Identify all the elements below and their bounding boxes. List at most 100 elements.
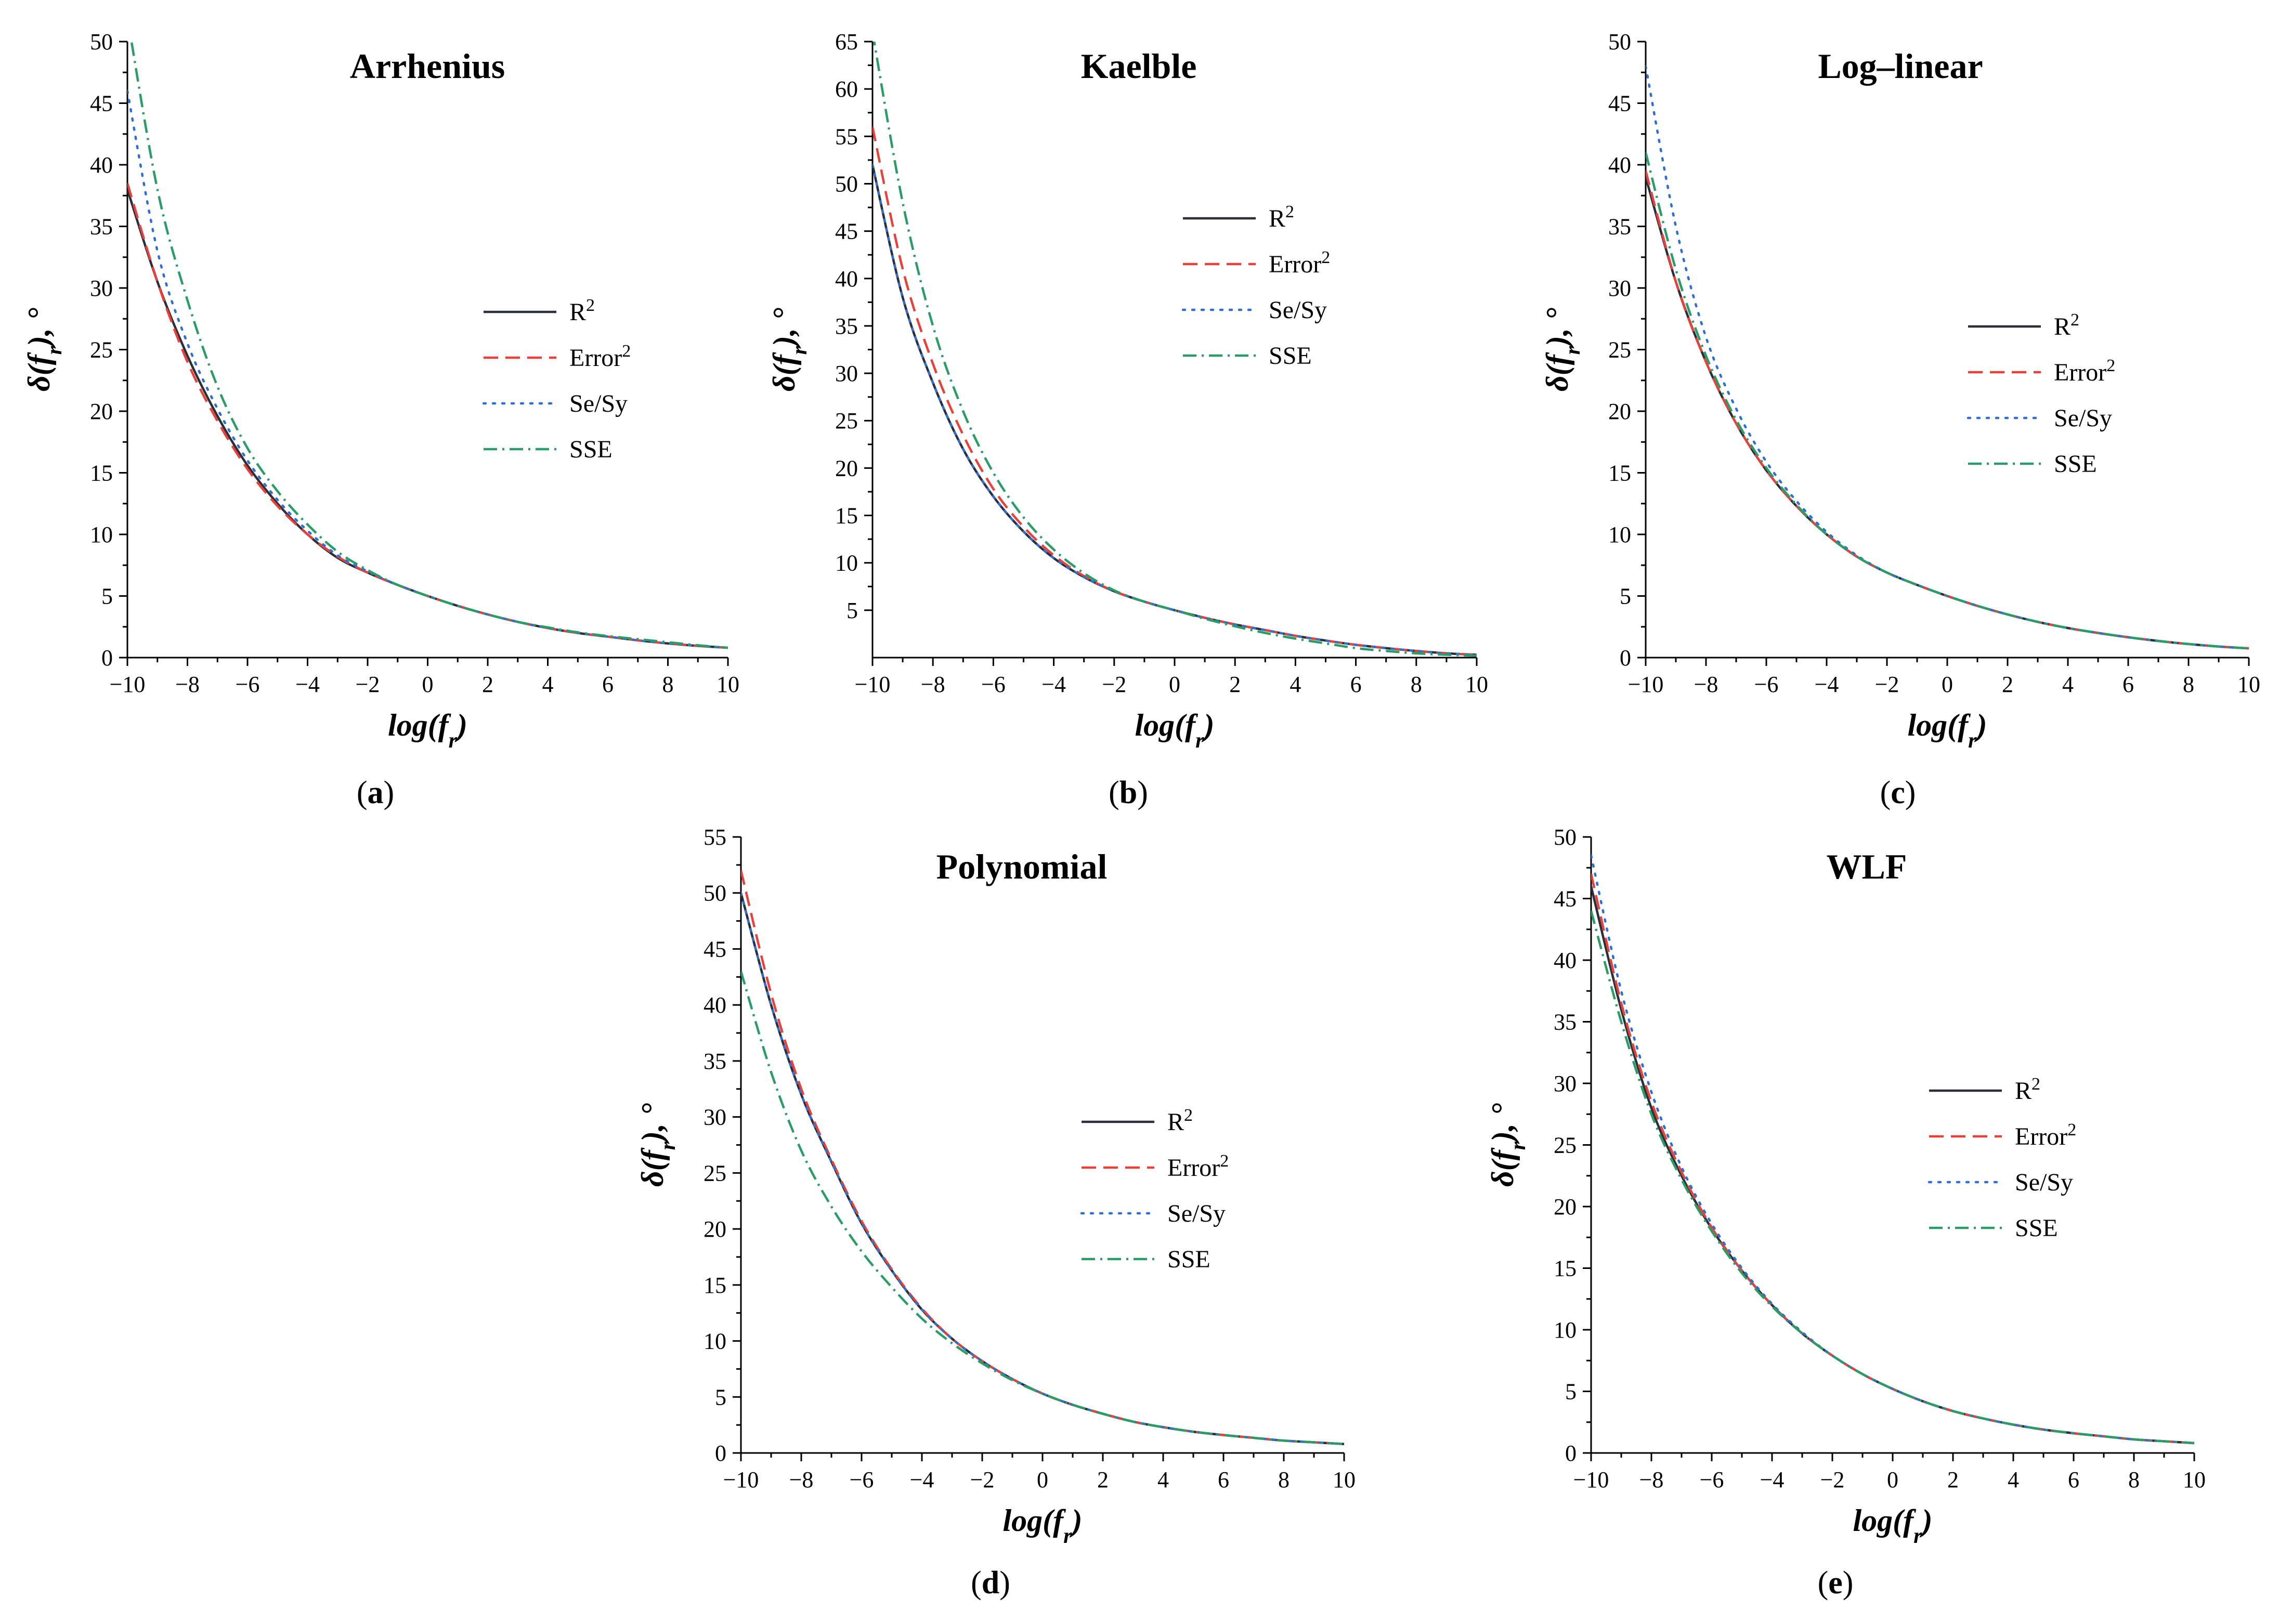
- y-tick-label: 20: [835, 455, 858, 481]
- y-tick-label: 45: [1554, 886, 1577, 912]
- y-axis-title: δ(fr), °: [1540, 308, 1585, 391]
- y-tick-label: 5: [101, 584, 113, 609]
- x-tick-label: 8: [1411, 672, 1422, 697]
- x-tick-label: 8: [2128, 1467, 2140, 1492]
- chart-panel-c: −10 −8 −6 −4 −2 0 2 4 6 8 10 0 5 10 15 20 25 30 35 40 45 50 Lo…: [1540, 29, 2260, 810]
- chart-panel-d: −10 −8 −6 −4 −2 0 2 4 6 8 10 0 5 10 15 20 25 30 35 40 45 50 55…: [635, 824, 1356, 1601]
- y-tick-label: 50: [1554, 824, 1577, 850]
- y-tick-label: 25: [835, 408, 858, 434]
- legend-label-sse: SSE: [569, 436, 613, 463]
- x-tick-label: 8: [662, 672, 674, 697]
- y-tick-label: 10: [1554, 1317, 1577, 1343]
- y-tick-label: 45: [90, 91, 113, 116]
- y-tick-label: 0: [101, 645, 113, 671]
- series-line-sesy: [872, 163, 1477, 656]
- y-tick-label: 10: [1608, 522, 1631, 547]
- x-tick-label: 6: [2068, 1467, 2079, 1492]
- y-tick-label: 10: [835, 551, 858, 576]
- series-line-sse: [130, 42, 728, 649]
- y-tick-label: 15: [1608, 461, 1631, 486]
- x-tick-label: 2: [1097, 1467, 1109, 1492]
- x-tick-label: −2: [1820, 1467, 1845, 1492]
- x-tick-label: 4: [2062, 672, 2074, 697]
- x-tick-label: −2: [970, 1467, 995, 1492]
- legend-label-error2: Error2: [1167, 1151, 1229, 1182]
- legend-label-error2: Error2: [2015, 1120, 2076, 1151]
- x-tick-label: −10: [855, 672, 891, 697]
- x-tick-label: −2: [356, 672, 380, 697]
- y-tick-label: 35: [704, 1049, 726, 1074]
- legend: R2 Error2 Se/Sy SSE: [1080, 1106, 1229, 1273]
- x-tick-label: 2: [482, 672, 493, 697]
- x-tick-label: 0: [1887, 1467, 1898, 1492]
- legend: R2 Error2 Se/Sy SSE: [1928, 1075, 2076, 1242]
- y-tick-label: 15: [1554, 1256, 1577, 1281]
- y-tick-label: 30: [835, 361, 858, 386]
- legend-label-sesy: Se/Sy: [1269, 296, 1327, 324]
- x-tick-label: −4: [910, 1467, 934, 1492]
- series-line-error2: [741, 870, 1344, 1446]
- series-line-sse: [872, 42, 1477, 657]
- y-tick-label: 40: [90, 152, 113, 178]
- series-line-sesy: [1646, 65, 2249, 650]
- x-tick-label: −2: [1875, 672, 1899, 697]
- x-axis-title: log(fr): [1908, 708, 1987, 753]
- plot-area: [1591, 854, 2194, 1445]
- chart-title: Kaelble: [1081, 46, 1197, 86]
- y-tick-label: 35: [835, 313, 858, 339]
- y-tick-label: 10: [90, 522, 113, 547]
- x-axis-title: log(fr): [1135, 708, 1215, 753]
- y-tick-label: 30: [1554, 1071, 1577, 1096]
- x-tick-label: −10: [1628, 672, 1664, 697]
- y-tick-label: 50: [835, 171, 858, 197]
- y-tick-label: 20: [704, 1216, 726, 1242]
- x-tick-label: −4: [295, 672, 320, 697]
- legend-label-sesy: Se/Sy: [1167, 1200, 1226, 1227]
- x-tick-label: −8: [1639, 1467, 1664, 1492]
- y-tick-label: 5: [1620, 584, 1631, 609]
- x-tick-label: 4: [1290, 672, 1301, 697]
- x-tick-label: 2: [2002, 672, 2013, 697]
- y-tick-label: 35: [1554, 1010, 1577, 1035]
- x-tick-label: 2: [1947, 1467, 1959, 1492]
- y-tick-label: 65: [835, 29, 858, 55]
- y-tick-label: 35: [1608, 214, 1631, 240]
- legend-label-sesy: Se/Sy: [2015, 1169, 2073, 1196]
- panel-label-a: (a): [357, 775, 394, 810]
- y-axis-title: δ(fr), °: [1486, 1103, 1530, 1187]
- y-tick-label: 30: [704, 1105, 726, 1130]
- chart-title: Arrhenius: [350, 46, 505, 86]
- x-axis-title: log(fr): [1853, 1503, 1933, 1548]
- y-tick-label: 30: [90, 276, 113, 301]
- y-tick-label: 45: [704, 936, 726, 962]
- x-tick-label: −6: [850, 1467, 874, 1492]
- x-tick-label: −6: [1754, 672, 1779, 697]
- y-tick-label: 25: [90, 337, 113, 363]
- legend: R2 Error2 Se/Sy SSE: [1181, 202, 1330, 370]
- x-tick-label: −10: [110, 672, 146, 697]
- plot-area: [1646, 65, 2249, 650]
- x-tick-label: 10: [1333, 1467, 1356, 1492]
- panel-label-e: (e): [1818, 1565, 1854, 1601]
- y-tick-label: 50: [90, 29, 113, 55]
- legend-label-sse: SSE: [1167, 1246, 1210, 1273]
- panel-label-c: (c): [1880, 775, 1916, 810]
- y-tick-label: 20: [90, 399, 113, 424]
- x-tick-label: 0: [1942, 672, 1953, 697]
- x-tick-label: −6: [1700, 1467, 1724, 1492]
- legend-label-r2: R2: [569, 296, 595, 326]
- series-line-r2: [872, 164, 1477, 656]
- x-tick-label: 10: [717, 672, 739, 697]
- x-tick-label: 2: [1229, 672, 1241, 697]
- y-tick-label: 30: [1608, 276, 1631, 301]
- y-axis-title: δ(fr), °: [767, 308, 812, 391]
- y-axis-title: δ(fr), °: [635, 1103, 680, 1187]
- y-tick-label: 10: [704, 1329, 726, 1354]
- x-tick-label: 4: [2008, 1467, 2019, 1492]
- y-tick-label: 35: [90, 214, 113, 240]
- x-tick-label: 10: [1465, 672, 1488, 697]
- y-tick-label: 40: [1608, 152, 1631, 178]
- y-tick-label: 25: [1554, 1133, 1577, 1158]
- legend-label-sse: SSE: [2054, 450, 2097, 478]
